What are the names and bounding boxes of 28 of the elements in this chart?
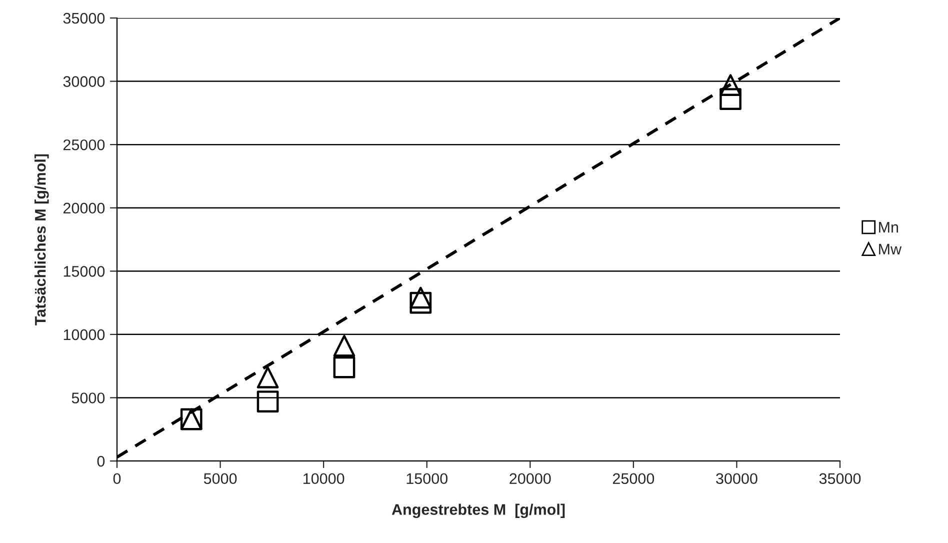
- point: [720, 74, 742, 96]
- x-tick-label: 15000: [406, 473, 448, 484]
- x-tick-label: 20000: [510, 473, 551, 484]
- x-axis-title: Angestrebtes M [g/mol]: [392, 504, 565, 518]
- y-tick-label: 10000: [64, 329, 105, 340]
- legend-label: Mn: [879, 222, 898, 233]
- y-tick-label: 35000: [63, 12, 105, 24]
- y-tick-label: 25000: [63, 139, 105, 150]
- x-tick-label: 10000: [303, 473, 344, 484]
- legend-label: Mw: [879, 244, 902, 254]
- point: [333, 334, 356, 357]
- y-axis-title: Tatsächliches M [g/mol]: [34, 154, 49, 326]
- y-tick-label: 20000: [63, 202, 105, 214]
- y-tick-label: 30000: [63, 76, 105, 87]
- point: [410, 286, 432, 309]
- x-tick-label: 25000: [612, 473, 654, 484]
- y-tick-label: 0: [97, 456, 105, 467]
- point: [410, 292, 432, 314]
- point: [256, 366, 279, 388]
- point: [720, 88, 742, 110]
- y-tick-label: 5000: [72, 392, 105, 404]
- x-tick-label: 5000: [204, 473, 237, 484]
- x-tick-label: 0: [113, 473, 121, 484]
- point: [333, 356, 356, 378]
- x-tick-label: 30000: [716, 473, 758, 484]
- x-tick-label: 35000: [819, 473, 861, 484]
- y-tick-label: 15000: [64, 266, 105, 277]
- point: [256, 390, 279, 412]
